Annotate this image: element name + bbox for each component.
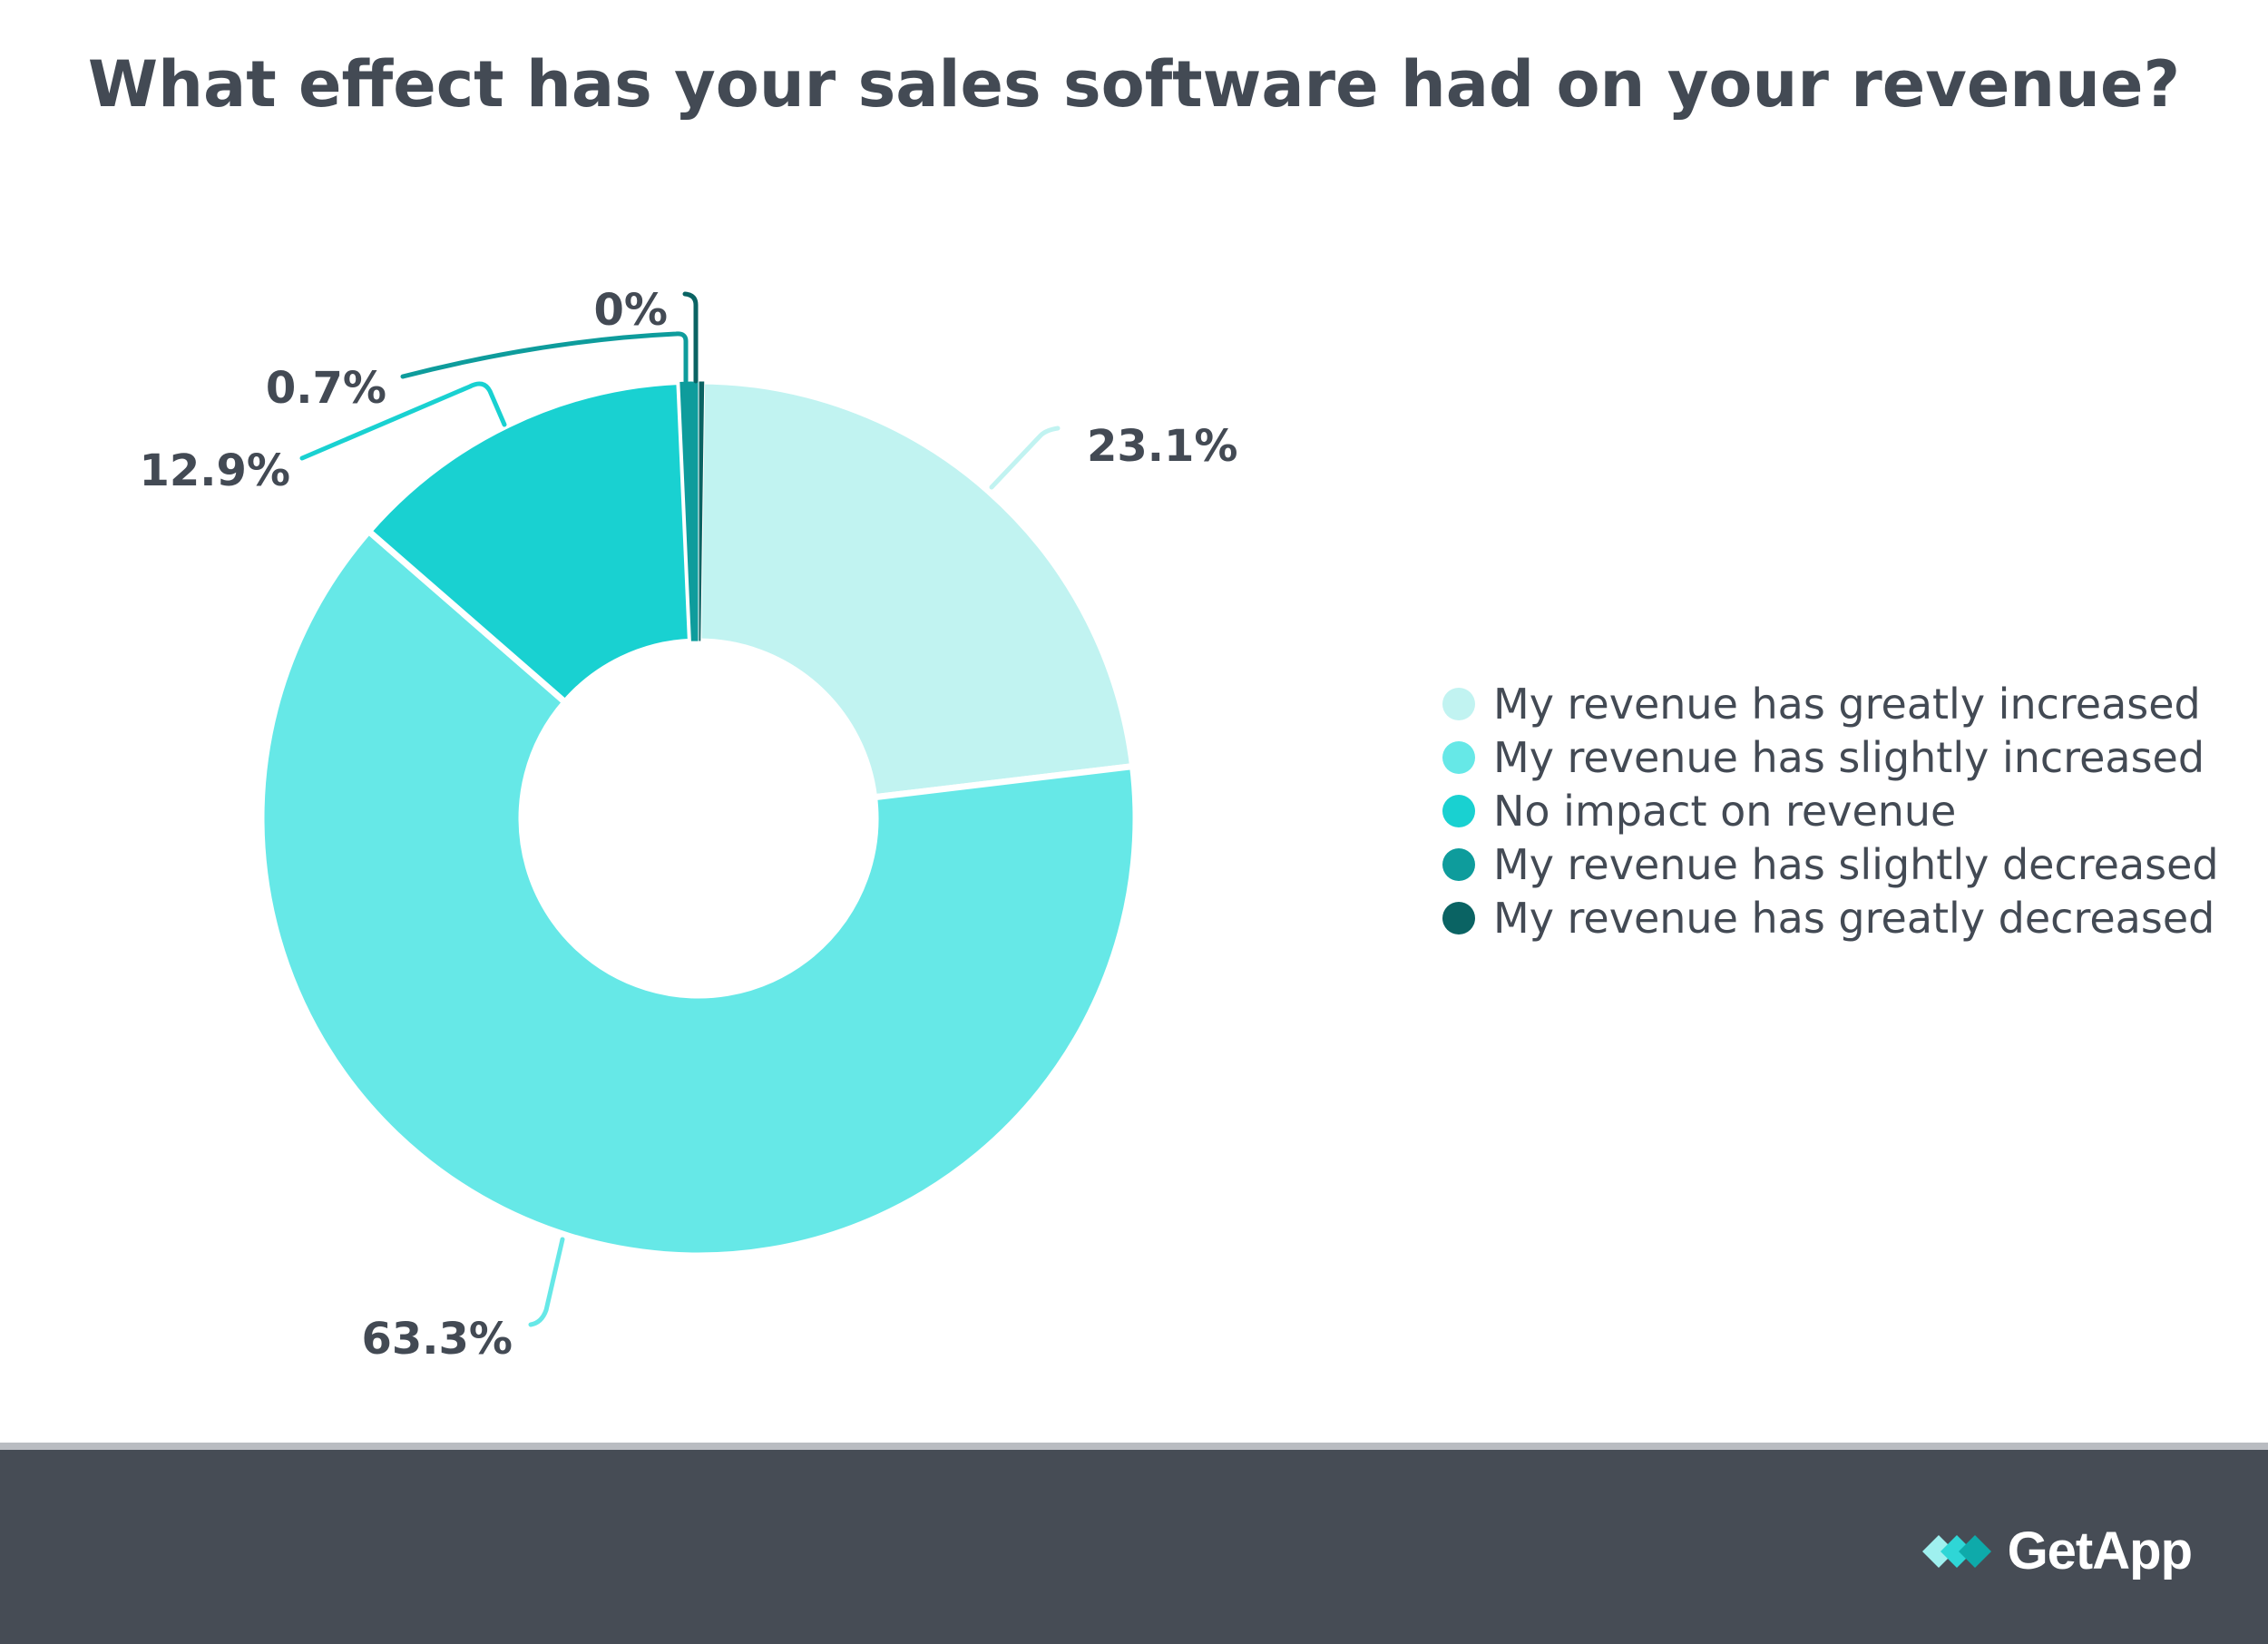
legend-swatch [1442,847,1475,881]
brand-logo[interactable]: GetApp [1921,1521,2193,1581]
legend-item: My revenue has slightly decreased [1442,837,2219,891]
footer-bar: GetApp [0,1443,2268,1644]
leader-line [682,291,699,384]
donut-slice[interactable] [365,377,694,706]
leader-line [400,331,689,384]
chart-title: What effect has your sales software had … [87,47,2181,122]
legend-label: My revenue has greatly decreased [1493,893,2215,943]
chart-legend: My revenue has greatly increased My reve… [1442,677,2219,944]
leader-line [299,381,507,461]
data-label: 0.7% [266,363,386,414]
data-label: 63.3% [361,1314,513,1365]
donut-slice[interactable] [698,380,706,642]
donut-slice[interactable] [695,377,1137,801]
getapp-logo-icon [1921,1534,1991,1568]
data-label: 23.1% [1087,421,1238,472]
leader-line [989,426,1061,490]
legend-label: My revenue has greatly increased [1493,679,2201,729]
legend-item: My revenue has greatly increased [1442,677,2219,730]
legend-swatch [1442,794,1475,827]
legend-swatch [1442,740,1475,774]
legend-swatch [1442,901,1475,935]
legend-label: My revenue has slightly decreased [1493,839,2219,889]
legend-label: No impact on revenue [1493,786,1957,836]
donut-slice[interactable] [258,528,1139,1259]
legend-label: My revenue has slightly increased [1493,732,2205,782]
data-label: 12.9% [139,445,290,496]
legend-item: My revenue has slightly increased [1442,730,2219,784]
donut-chart: 23.1% 63.3% 12.9% 0.7% 0% [139,285,1238,1365]
data-label: 0% [594,285,669,336]
legend-item: My revenue has greatly decreased [1442,891,2219,944]
brand-name: GetApp [2007,1522,2193,1580]
legend-swatch [1442,687,1475,720]
leader-line [528,1237,565,1327]
legend-item: No impact on revenue [1442,784,2219,837]
